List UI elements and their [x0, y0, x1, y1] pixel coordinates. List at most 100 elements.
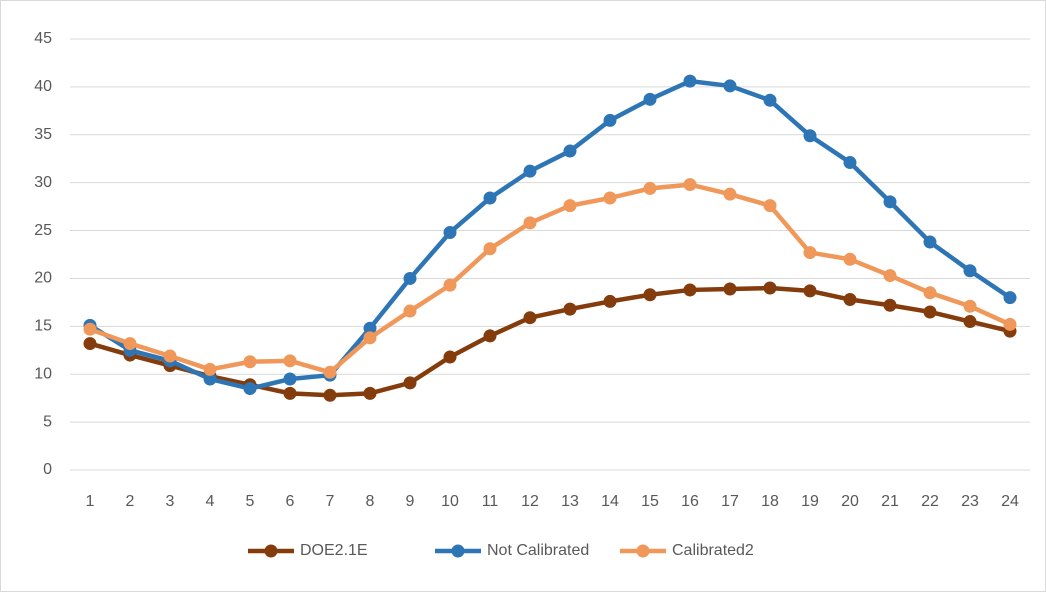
- data-point: [683, 178, 697, 192]
- data-point: [563, 144, 577, 158]
- data-point: [603, 294, 617, 308]
- x-tick-label: 18: [761, 493, 779, 510]
- data-point: [763, 281, 777, 295]
- data-point: [883, 269, 897, 283]
- data-point: [83, 322, 97, 336]
- legend-label: Calibrated2: [672, 542, 754, 559]
- data-point: [963, 264, 977, 278]
- data-point: [483, 242, 497, 256]
- data-point: [83, 337, 97, 351]
- y-tick-label: 20: [34, 270, 52, 287]
- y-tick-label: 5: [43, 413, 52, 430]
- data-point: [403, 304, 417, 318]
- x-tick-label: 9: [406, 493, 415, 510]
- data-point: [763, 199, 777, 213]
- x-tick-label: 15: [641, 493, 659, 510]
- data-point: [763, 93, 777, 107]
- x-tick-label: 3: [166, 493, 175, 510]
- data-point: [323, 388, 337, 402]
- data-point: [883, 298, 897, 312]
- data-point: [803, 284, 817, 298]
- data-point: [243, 355, 257, 369]
- data-point: [1003, 291, 1017, 305]
- data-point: [483, 329, 497, 343]
- data-point: [363, 386, 377, 400]
- x-tick-label: 16: [681, 493, 699, 510]
- data-point: [443, 350, 457, 364]
- series-line: [88, 78, 1012, 391]
- data-point: [843, 252, 857, 266]
- data-point: [1003, 317, 1017, 331]
- data-point: [603, 113, 617, 127]
- data-point: [283, 386, 297, 400]
- legend-label: DOE2.1E: [300, 542, 368, 559]
- data-point: [203, 362, 217, 376]
- data-point: [963, 299, 977, 313]
- data-point: [723, 79, 737, 93]
- data-point: [923, 235, 937, 249]
- y-tick-label: 25: [34, 222, 52, 239]
- data-point: [563, 302, 577, 316]
- legend-marker: [264, 544, 278, 558]
- data-point: [163, 349, 177, 363]
- series-line: [89, 182, 1011, 375]
- data-point: [723, 282, 737, 296]
- y-tick-label: 45: [34, 30, 52, 47]
- series-line: [89, 285, 1011, 398]
- data-point: [643, 181, 657, 195]
- x-tick-label: 5: [246, 493, 255, 510]
- data-point: [283, 354, 297, 368]
- data-point: [643, 92, 657, 106]
- x-tick-label: 22: [921, 493, 939, 510]
- data-point: [963, 315, 977, 329]
- y-tick-label: 10: [34, 365, 52, 382]
- data-point: [923, 305, 937, 319]
- data-point: [323, 365, 337, 379]
- x-tick-label: 20: [841, 493, 859, 510]
- y-tick-label: 40: [34, 78, 52, 95]
- data-point: [243, 382, 257, 396]
- y-tick-label: 30: [34, 174, 52, 191]
- legend-label: Not Calibrated: [487, 542, 589, 559]
- x-tick-label: 7: [326, 493, 335, 510]
- data-point: [683, 74, 697, 88]
- y-tick-label: 15: [34, 318, 52, 335]
- x-tick-label: 19: [801, 493, 819, 510]
- x-tick-label: 8: [366, 493, 375, 510]
- data-point: [683, 283, 697, 297]
- data-point: [923, 286, 937, 300]
- data-point: [443, 278, 457, 292]
- legend-marker: [451, 544, 465, 558]
- data-point: [523, 311, 537, 325]
- data-point: [883, 195, 897, 209]
- x-tick-label: 21: [881, 493, 899, 510]
- data-point: [403, 271, 417, 285]
- data-point: [403, 376, 417, 390]
- x-tick-label: 11: [482, 493, 499, 510]
- data-point: [843, 293, 857, 307]
- data-point: [203, 372, 217, 386]
- x-tick-label: 14: [601, 493, 619, 510]
- y-tick-label: 0: [43, 461, 52, 478]
- y-tick-label: 35: [34, 126, 52, 143]
- data-point: [483, 191, 497, 205]
- data-point: [123, 337, 137, 351]
- data-point: [363, 331, 377, 345]
- x-tick-label: 1: [86, 493, 95, 510]
- x-tick-label: 2: [126, 493, 135, 510]
- data-point: [523, 164, 537, 178]
- data-point: [443, 225, 457, 239]
- x-tick-label: 12: [521, 493, 539, 510]
- data-point: [563, 199, 577, 213]
- data-point: [363, 321, 377, 335]
- x-tick-label: 13: [561, 493, 579, 510]
- data-point: [803, 129, 817, 143]
- data-point: [603, 191, 617, 205]
- data-point: [843, 156, 857, 170]
- x-tick-label: 17: [721, 493, 739, 510]
- data-point: [803, 246, 817, 260]
- data-point: [283, 372, 297, 386]
